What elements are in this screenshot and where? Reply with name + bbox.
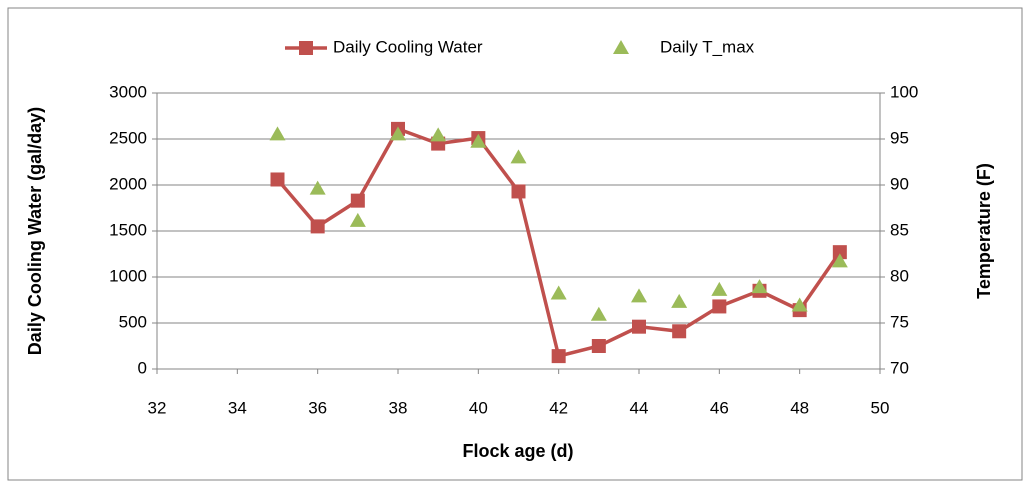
- data-point: [551, 349, 566, 364]
- data-point: [309, 180, 326, 195]
- data-point: [671, 293, 688, 308]
- x-tick-label: 38: [389, 398, 408, 417]
- x-tick-label: 36: [308, 398, 327, 417]
- legend-marker: [613, 40, 629, 54]
- y-tick-label: 2000: [109, 174, 147, 193]
- data-point: [470, 133, 487, 148]
- y2-tick-label: 95: [890, 128, 909, 147]
- x-tick-label: 48: [790, 398, 809, 417]
- data-point: [510, 149, 527, 164]
- data-point: [390, 126, 406, 141]
- x-axis-title: Flock age (d): [462, 441, 573, 461]
- data-point: [791, 297, 808, 312]
- chart-frame: [7, 7, 1023, 481]
- y2-tick-label: 90: [890, 174, 909, 193]
- x-tick-label: 40: [469, 398, 488, 417]
- y2-tick-label: 80: [890, 266, 909, 285]
- y2-tick-label: 70: [890, 358, 909, 377]
- data-point: [712, 299, 727, 314]
- y-tick-label: 2500: [109, 128, 147, 147]
- data-point: [591, 339, 606, 353]
- y2-tick-label: 75: [890, 312, 909, 331]
- y-tick-label: 3000: [109, 82, 147, 101]
- data-point: [511, 184, 526, 199]
- y-tick-label: 1500: [109, 220, 147, 239]
- data-point: [632, 319, 646, 334]
- data-point: [270, 172, 285, 187]
- data-point: [310, 219, 325, 234]
- data-point: [711, 281, 728, 296]
- y2-tick-label: 85: [890, 220, 909, 239]
- x-tick-label: 50: [871, 398, 890, 417]
- y2-tick-label: 100: [890, 82, 918, 101]
- data-point: [349, 212, 366, 227]
- x-tick-label: 34: [228, 398, 247, 417]
- data-point: [751, 279, 768, 294]
- y2-axis-title: Temperature (F): [974, 163, 994, 299]
- data-point: [550, 285, 567, 300]
- data-point: [590, 306, 607, 321]
- legend-label: Daily Cooling Water: [333, 37, 483, 56]
- data-point: [831, 253, 848, 268]
- x-tick-label: 46: [710, 398, 729, 417]
- y-tick-label: 500: [119, 312, 147, 331]
- x-tick-label: 32: [148, 398, 167, 417]
- data-point: [269, 126, 286, 141]
- data-point: [430, 127, 447, 142]
- x-tick-label: 42: [549, 398, 568, 417]
- x-tick-label: 44: [630, 398, 649, 417]
- legend-marker: [299, 41, 313, 55]
- data-point: [672, 324, 687, 339]
- y-tick-label: 1000: [109, 266, 147, 285]
- data-point: [832, 245, 847, 260]
- data-point: [631, 288, 647, 303]
- legend-label: Daily T_max: [660, 37, 755, 56]
- y-tick-label: 0: [138, 358, 147, 377]
- y-axis-title: Daily Cooling Water (gal/day): [25, 107, 45, 355]
- data-point: [350, 193, 365, 208]
